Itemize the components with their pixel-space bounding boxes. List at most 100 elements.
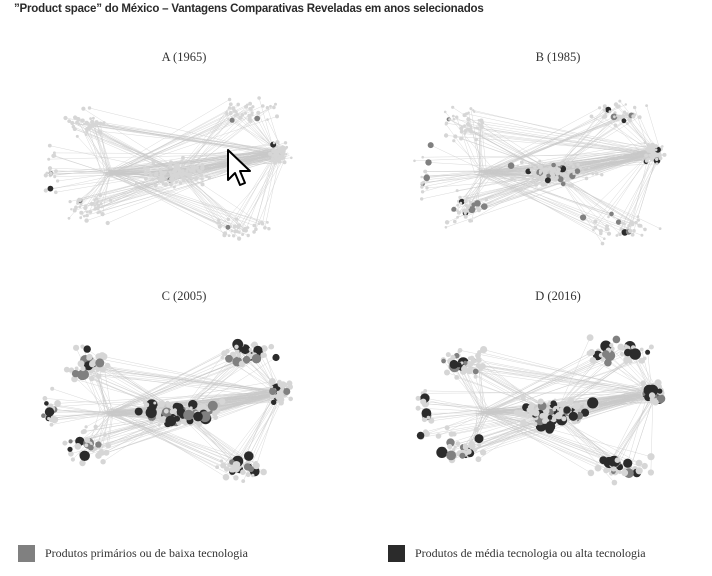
- product-node: [479, 124, 484, 129]
- network-edge: [73, 126, 184, 174]
- product-node: [280, 385, 285, 390]
- product-node: [99, 366, 107, 373]
- product-node-med-high-tech: [547, 414, 553, 420]
- product-node: [480, 449, 487, 456]
- product-node: [187, 162, 191, 165]
- product-node: [275, 393, 282, 400]
- network-edge: [464, 133, 652, 155]
- product-node: [465, 197, 468, 200]
- product-node: [220, 355, 225, 360]
- network-edge: [634, 107, 651, 155]
- product-node: [543, 170, 548, 175]
- product-node: [420, 185, 424, 189]
- network-edge: [72, 413, 115, 460]
- product-node: [557, 162, 561, 167]
- product-node: [618, 232, 622, 237]
- product-node: [230, 230, 234, 233]
- network-edge: [483, 414, 599, 469]
- network-edge: [175, 170, 244, 230]
- product-node: [49, 422, 54, 427]
- product-node: [234, 217, 239, 221]
- product-node: [169, 182, 173, 187]
- product-node: [260, 352, 267, 359]
- product-node: [615, 104, 621, 109]
- product-node: [52, 151, 56, 155]
- product-node: [85, 210, 89, 214]
- product-node: [101, 122, 104, 126]
- product-node: [572, 170, 576, 173]
- product-node-low-tech: [183, 409, 194, 421]
- product-node: [637, 218, 640, 222]
- product-node-low-tech: [574, 168, 581, 174]
- network-edge: [490, 350, 609, 412]
- product-node: [451, 105, 455, 109]
- product-node: [93, 207, 97, 211]
- product-node: [93, 446, 97, 450]
- product-node: [629, 220, 634, 225]
- product-node-med-high-tech: [646, 384, 659, 396]
- product-node: [200, 182, 205, 187]
- product-node: [640, 233, 644, 237]
- network-edge: [430, 144, 491, 174]
- product-node: [236, 103, 240, 107]
- product-node: [171, 170, 175, 174]
- network-edge: [483, 353, 623, 413]
- product-node: [233, 475, 239, 481]
- product-node: [580, 170, 586, 175]
- network-edge: [50, 172, 118, 174]
- product-node: [180, 172, 184, 176]
- product-node: [619, 351, 625, 357]
- product-node: [647, 143, 650, 146]
- network-edge: [97, 155, 283, 209]
- product-node: [47, 143, 52, 148]
- product-node: [83, 214, 86, 218]
- product-node: [453, 219, 457, 224]
- network-edge: [488, 172, 605, 239]
- product-node: [658, 156, 663, 161]
- product-node: [459, 129, 464, 134]
- product-node: [420, 197, 424, 201]
- product-node: [423, 170, 427, 173]
- product-node: [244, 104, 249, 109]
- product-node: [542, 418, 548, 424]
- product-node-med-high-tech: [568, 411, 578, 421]
- network-edge: [646, 105, 662, 155]
- product-node: [477, 122, 480, 125]
- product-node: [235, 112, 240, 117]
- product-node: [234, 344, 239, 349]
- network-edge: [103, 409, 238, 470]
- network-edge: [469, 370, 650, 398]
- product-node-low-tech: [225, 354, 233, 363]
- product-node: [538, 159, 542, 163]
- product-node-med-high-tech: [629, 348, 641, 360]
- product-node: [453, 445, 457, 449]
- network-edge: [89, 125, 184, 176]
- product-node: [272, 105, 276, 110]
- product-node: [213, 415, 218, 420]
- product-node: [100, 205, 103, 209]
- network-edge: [451, 366, 493, 415]
- product-node-med-high-tech: [83, 345, 91, 353]
- product-node: [274, 102, 277, 106]
- product-node: [153, 183, 158, 188]
- product-node-med-high-tech: [44, 401, 49, 406]
- product-node: [619, 227, 623, 231]
- product-node: [452, 448, 456, 452]
- product-node: [555, 166, 558, 169]
- legend-item-low-tech: Produtos primários ou de baixa tecnologi…: [18, 545, 248, 562]
- product-node: [238, 231, 241, 234]
- product-node: [637, 115, 642, 120]
- product-node: [100, 459, 106, 465]
- product-node: [94, 120, 99, 125]
- product-node: [561, 172, 565, 176]
- network-edge: [480, 416, 614, 472]
- network-edge: [453, 119, 656, 152]
- product-node: [661, 145, 664, 148]
- network-edge: [83, 108, 184, 173]
- product-node: [105, 220, 110, 226]
- network-edge: [486, 159, 652, 174]
- product-node-low-tech: [425, 159, 432, 166]
- product-node: [637, 223, 642, 228]
- product-node: [73, 344, 80, 351]
- product-node: [643, 227, 647, 232]
